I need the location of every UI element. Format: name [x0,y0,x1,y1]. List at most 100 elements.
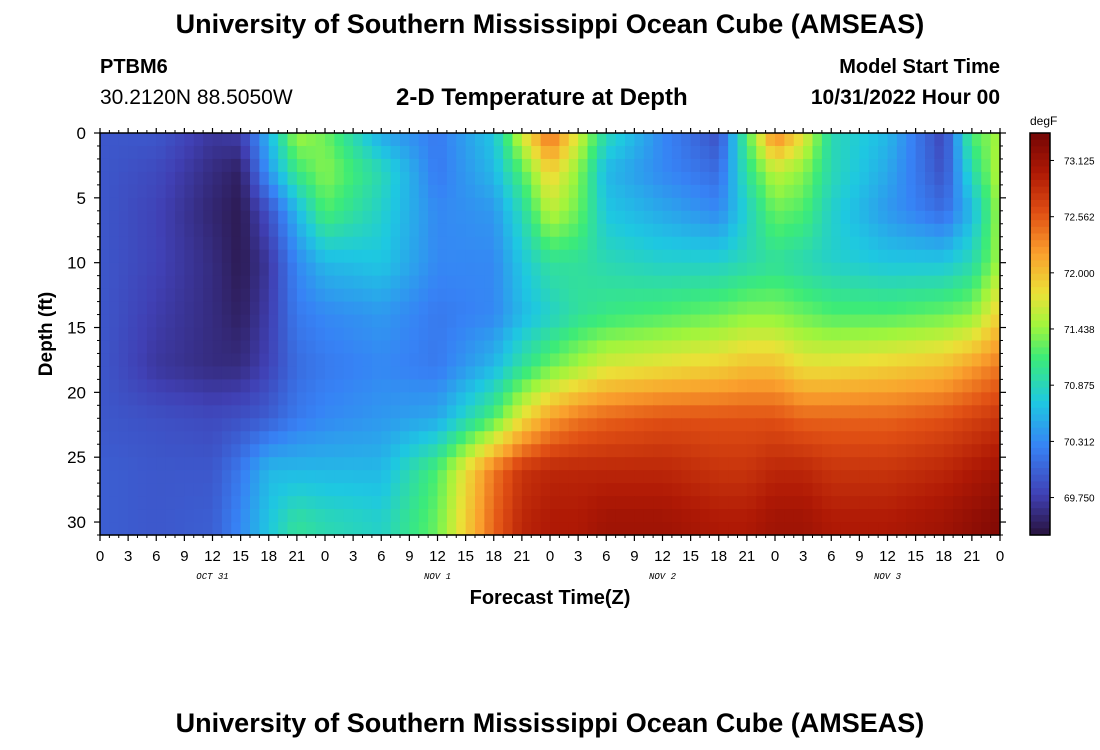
heatmap-cell [390,236,401,251]
colorbar-swatch [1030,508,1050,516]
heatmap-cell [409,262,420,277]
heatmap-cell [100,431,110,445]
heatmap-cell [681,249,692,264]
heatmap-cell [606,457,617,471]
heatmap-cell [540,418,551,432]
heatmap-cell [521,379,532,393]
heatmap-cell [587,470,598,484]
heatmap-cell [118,249,129,264]
heatmap-cell [971,301,982,316]
heatmap-cell [887,301,898,316]
heatmap-cell [100,405,110,419]
heatmap-cell [550,418,560,432]
heatmap-cell [896,133,907,147]
heatmap-cell [915,509,926,523]
heatmap-cell [803,145,814,160]
heatmap-cell [521,210,532,225]
heatmap-cell [306,444,317,458]
heatmap-cell [409,405,420,419]
heatmap-cell [765,509,776,523]
heatmap-cell [962,197,973,212]
heatmap-cell [728,171,739,186]
heatmap-cell [550,457,560,471]
heatmap-cell [231,236,242,251]
heatmap-cell [925,223,935,238]
heatmap-cell [475,379,485,393]
heatmap-cell [850,158,860,173]
heatmap-cell [334,171,345,186]
heatmap-cell [381,301,392,316]
heatmap-cell [737,444,748,458]
heatmap-cell [353,197,364,212]
heatmap-cell [203,314,214,329]
heatmap-cell [353,366,364,380]
heatmap-cell [962,405,973,419]
heatmap-cell [878,340,889,355]
heatmap-cell [653,509,664,523]
heatmap-cell [287,301,298,316]
heatmap-cell [634,145,645,160]
heatmap-cell [971,405,982,419]
heatmap-cell [484,353,495,368]
heatmap-cell [831,210,842,225]
heatmap-cell [212,262,223,277]
heatmap-cell [409,223,420,238]
heatmap-cell [831,288,842,303]
heatmap-cell [306,197,317,212]
heatmap-cell [784,483,795,497]
heatmap-cell [634,353,645,368]
heatmap-cell [456,470,467,484]
heatmap-cell [315,210,326,225]
heatmap-cell [503,314,514,329]
heatmap-cell [784,133,795,147]
heatmap-cell [512,158,523,173]
heatmap-cell [906,483,917,497]
heatmap-cell [109,301,120,316]
heatmap-cell [812,470,823,484]
heatmap-cell [250,327,260,342]
heatmap-cell [625,327,635,342]
heatmap-cell [831,314,842,329]
heatmap-cell [296,431,307,445]
heatmap-cell [700,496,710,510]
heatmap-cell [943,262,954,277]
heatmap-cell [118,314,129,329]
heatmap-cell [625,158,635,173]
heatmap-cell [418,249,429,264]
heatmap-cell [175,431,185,445]
heatmap-cell [437,340,448,355]
heatmap-cell [850,210,860,225]
heatmap-cell [784,444,795,458]
heatmap-cell [568,236,579,251]
heatmap-cell [137,392,148,406]
heatmap-cell [953,483,964,497]
heatmap-cell [371,314,382,329]
heatmap-cell [446,340,457,355]
heatmap-cell [596,275,607,290]
heatmap-cell [315,133,326,147]
heatmap-cell [503,327,514,342]
heatmap-cell [203,223,214,238]
heatmap-cell [212,249,223,264]
heatmap-cell [925,184,935,199]
x-tick-label: 9 [855,548,863,565]
heatmap-cell [306,522,317,536]
heatmap-cell [990,171,1001,186]
heatmap-cell [737,366,748,380]
heatmap-cell [775,522,785,536]
heatmap-cell [325,340,335,355]
heatmap-cell [756,288,767,303]
heatmap-cell [268,418,279,432]
heatmap-cell [521,288,532,303]
heatmap-cell [793,366,804,380]
heatmap-cell [156,366,167,380]
heatmap-cell [334,145,345,160]
heatmap-cell [559,133,570,147]
heatmap-cell [746,418,757,432]
heatmap-cell [868,418,879,432]
heatmap-cell [128,431,139,445]
heatmap-cell [906,210,917,225]
heatmap-cell [962,275,973,290]
heatmap-cell [371,288,382,303]
heatmap-cell [681,366,692,380]
